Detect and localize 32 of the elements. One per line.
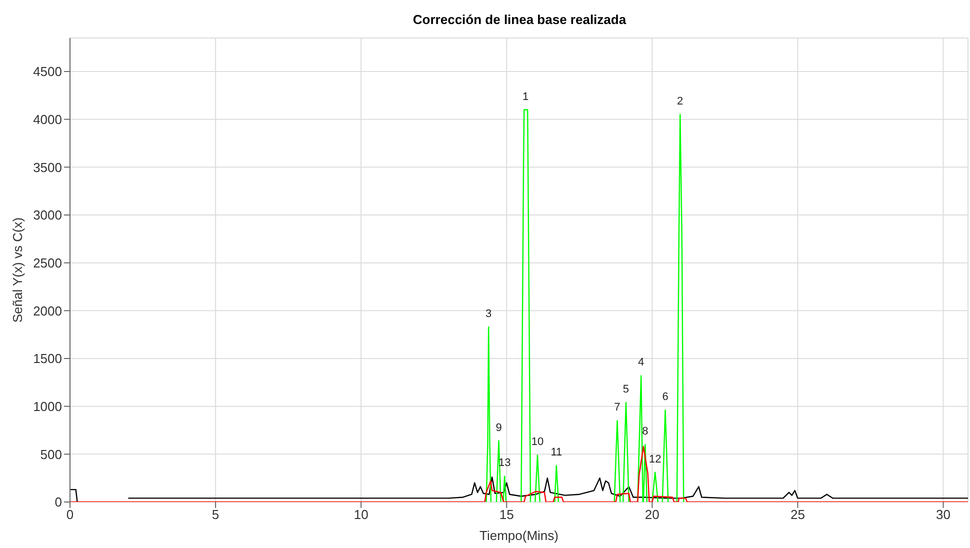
- y-tick-label: 3000: [33, 208, 62, 223]
- annotation: 10: [531, 436, 544, 448]
- annotation: 5: [622, 384, 630, 396]
- x-tick-label: 25: [790, 507, 805, 522]
- y-tick-label: 2000: [33, 303, 62, 318]
- annotation: 7: [614, 402, 620, 414]
- y-tick-label: 3500: [33, 160, 62, 175]
- x-tick-label: 5: [212, 507, 220, 522]
- y-tick-label: 2500: [33, 255, 62, 270]
- annotation: 12: [648, 453, 662, 466]
- x-tick-label: 30: [936, 507, 950, 522]
- x-tick-label: 0: [66, 507, 74, 522]
- x-tick-label: 10: [354, 507, 368, 522]
- y-tick-label: 1000: [33, 398, 62, 414]
- y-tick-label: 0: [54, 494, 62, 510]
- annotation: 4: [638, 356, 644, 369]
- annotation: 9: [496, 422, 502, 434]
- annotation: 8: [642, 426, 648, 438]
- annotation: 3: [486, 308, 492, 320]
- annotation: 2: [677, 96, 684, 108]
- y-tick-label: 4500: [33, 64, 62, 80]
- x-axis-title: Tiempo(Mins): [480, 528, 558, 543]
- y-tick-label: 500: [40, 446, 62, 462]
- y-tick-label: 1500: [33, 351, 62, 366]
- annotation: 1: [522, 90, 529, 103]
- y-tick-label: 4000: [33, 112, 62, 127]
- x-tick-label: 20: [644, 507, 660, 522]
- y-axis-title: Señal Y(x) vs C(x): [10, 217, 25, 323]
- chart-title: Corrección de linea base realizada: [412, 12, 628, 27]
- annotation: 6: [662, 391, 668, 404]
- annotation: 11: [550, 446, 562, 459]
- x-tick-label: 15: [499, 507, 514, 522]
